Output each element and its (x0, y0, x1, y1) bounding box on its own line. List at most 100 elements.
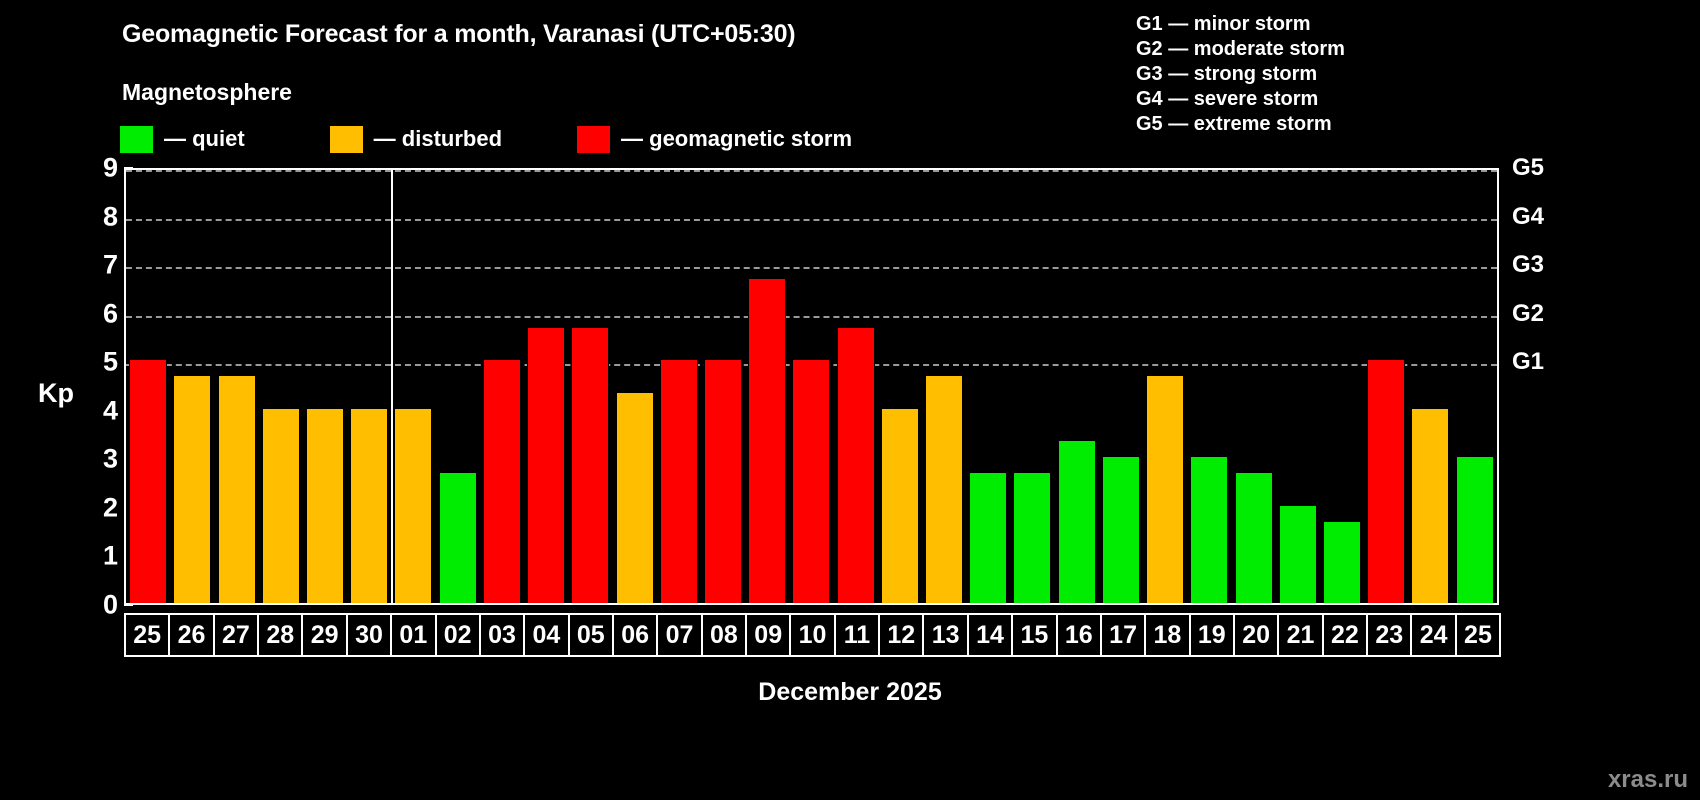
bar-slot-02-7[interactable] (436, 170, 480, 603)
bar-27-disturbed[interactable] (217, 376, 256, 603)
bar-slot-04-9[interactable] (524, 170, 568, 603)
x-axis-title: December 2025 (758, 678, 942, 706)
bar-slot-29-4[interactable] (303, 170, 347, 603)
bar-20-quiet[interactable] (1234, 473, 1273, 603)
plot-area (124, 168, 1499, 605)
bar-slot-07-12[interactable] (657, 170, 701, 603)
g-axis-label-G2: G2 (1512, 299, 1545, 327)
bar-slot-11-16[interactable] (834, 170, 878, 603)
y-tick-9: 9 (102, 152, 118, 183)
bar-slot-10-15[interactable] (789, 170, 833, 603)
bar-15-quiet[interactable] (1013, 473, 1052, 603)
x-axis-label-22-27: 22 (1321, 613, 1369, 657)
bar-slot-18-23[interactable] (1143, 170, 1187, 603)
bar-slot-30-5[interactable] (347, 170, 391, 603)
bar-slot-17-22[interactable] (1099, 170, 1143, 603)
y-tick-2: 2 (102, 492, 118, 523)
x-axis-label-18-23: 18 (1144, 613, 1191, 657)
bar-slot-25-0[interactable] (126, 170, 170, 603)
bar-01-disturbed[interactable] (394, 408, 433, 603)
x-axis-label-16-21: 16 (1055, 613, 1102, 657)
x-axis-label-28-3: 28 (257, 613, 304, 657)
bar-06-disturbed[interactable] (615, 392, 654, 603)
bar-slot-12-17[interactable] (878, 170, 922, 603)
x-axis-label-06-11: 06 (611, 613, 659, 657)
bar-slot-05-10[interactable] (568, 170, 612, 603)
x-axis-label-08-13: 08 (700, 613, 748, 657)
bar-22-quiet[interactable] (1323, 521, 1362, 603)
bar-12-disturbed[interactable] (880, 408, 919, 603)
bar-04-storm[interactable] (527, 327, 566, 603)
bar-24-disturbed[interactable] (1411, 408, 1450, 603)
y-tick-3: 3 (102, 443, 118, 474)
bar-slot-19-24[interactable] (1187, 170, 1231, 603)
bar-slot-21-26[interactable] (1276, 170, 1320, 603)
legend-item-storm: — geomagnetic storm (577, 125, 853, 153)
bar-08-storm[interactable] (703, 360, 742, 603)
bar-29-disturbed[interactable] (305, 408, 344, 603)
y-tick-8: 8 (102, 201, 118, 232)
bar-slot-22-27[interactable] (1320, 170, 1364, 603)
page-title: Geomagnetic Forecast for a month, Varana… (122, 20, 796, 48)
bar-slot-24-29[interactable] (1408, 170, 1452, 603)
bar-25-storm[interactable] (129, 360, 168, 603)
bar-19-quiet[interactable] (1190, 457, 1229, 603)
x-axis-label-02-7: 02 (434, 613, 481, 657)
bar-26-disturbed[interactable] (173, 376, 212, 603)
bar-slot-15-20[interactable] (1010, 170, 1054, 603)
x-axis-label-09-14: 09 (745, 613, 792, 657)
bar-23-storm[interactable] (1367, 360, 1406, 603)
bar-slot-27-2[interactable] (214, 170, 258, 603)
gridline-kp-6 (126, 315, 1497, 318)
bar-slot-20-25[interactable] (1231, 170, 1275, 603)
y-tick-5: 5 (102, 346, 118, 377)
bar-slot-09-14[interactable] (745, 170, 789, 603)
bar-slot-08-13[interactable] (701, 170, 745, 603)
g-axis-label-G3: G3 (1512, 251, 1545, 279)
bar-11-storm[interactable] (836, 327, 875, 603)
bar-28-disturbed[interactable] (261, 408, 300, 603)
g-scale-line-1: G1 — minor storm (1136, 13, 1311, 35)
x-axis-label-25-30: 25 (1454, 613, 1502, 657)
x-axis-label-29-4: 29 (301, 613, 348, 657)
bar-slot-23-28[interactable] (1364, 170, 1408, 603)
bar-03-storm[interactable] (482, 360, 521, 603)
bar-slot-26-1[interactable] (170, 170, 214, 603)
bar-02-quiet[interactable] (438, 473, 477, 603)
bar-slot-03-8[interactable] (480, 170, 524, 603)
bar-30-disturbed[interactable] (350, 408, 389, 603)
legend-swatch-quiet (120, 125, 153, 153)
legend-label-storm: — geomagnetic storm (621, 126, 853, 151)
y-axis-title: Kp (38, 378, 74, 408)
bar-07-storm[interactable] (659, 360, 698, 603)
bar-slot-28-3[interactable] (259, 170, 303, 603)
bar-18-disturbed[interactable] (1146, 376, 1185, 603)
x-axis-label-01-6: 01 (390, 613, 437, 657)
bar-14-quiet[interactable] (969, 473, 1008, 603)
y-tick-0: 0 (102, 589, 118, 620)
bar-10-storm[interactable] (792, 360, 831, 603)
bar-09-storm[interactable] (748, 279, 787, 603)
gridline-kp-8 (126, 218, 1497, 221)
x-axis-label-10-15: 10 (789, 613, 836, 657)
bar-slot-25-30[interactable] (1453, 170, 1497, 603)
bar-21-quiet[interactable] (1278, 505, 1317, 603)
bar-13-disturbed[interactable] (925, 376, 964, 603)
legend-item-disturbed: — disturbed (329, 125, 502, 153)
bar-05-storm[interactable] (571, 327, 610, 603)
bar-slot-16-21[interactable] (1055, 170, 1099, 603)
y-tick-7: 7 (102, 249, 118, 280)
x-axis-label-21-26: 21 (1277, 613, 1324, 657)
bar-25-quiet[interactable] (1455, 457, 1494, 603)
bar-17-quiet[interactable] (1101, 457, 1140, 603)
bar-slot-13-18[interactable] (922, 170, 966, 603)
y-tick-1: 1 (102, 540, 118, 571)
bar-slot-14-19[interactable] (966, 170, 1010, 603)
bar-slot-06-11[interactable] (612, 170, 656, 603)
bar-slot-01-6[interactable] (391, 170, 435, 603)
bar-16-quiet[interactable] (1057, 441, 1096, 603)
watermark: xras.ru (1607, 766, 1688, 793)
legend-swatch-storm (577, 125, 611, 153)
x-axis-label-30-5: 30 (345, 613, 393, 657)
